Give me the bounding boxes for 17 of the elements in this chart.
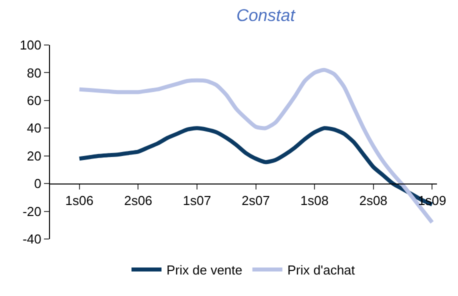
- y-tick-label: 60: [26, 92, 42, 108]
- x-tick-label: 2s08: [359, 193, 388, 208]
- y-tick-label: -40: [22, 232, 42, 247]
- chart-title: Constat: [236, 6, 296, 25]
- y-tick-label: 40: [26, 120, 42, 136]
- legend-label: Prix de vente: [166, 262, 242, 278]
- legend-label: Prix d'achat: [287, 262, 356, 278]
- x-tick-label: 2s06: [124, 193, 152, 208]
- x-tick-label: 1s08: [300, 193, 329, 208]
- y-tick-label: -20: [22, 204, 42, 219]
- x-tick-label: 2s07: [242, 193, 270, 208]
- y-tick-label: 100: [20, 38, 42, 53]
- y-tick-label: 0: [34, 176, 42, 192]
- y-tick-label: 80: [26, 65, 42, 80]
- x-tick-label: 1s06: [65, 193, 94, 208]
- x-tick-label: 1s07: [182, 193, 212, 208]
- y-tick-label: 20: [26, 148, 42, 164]
